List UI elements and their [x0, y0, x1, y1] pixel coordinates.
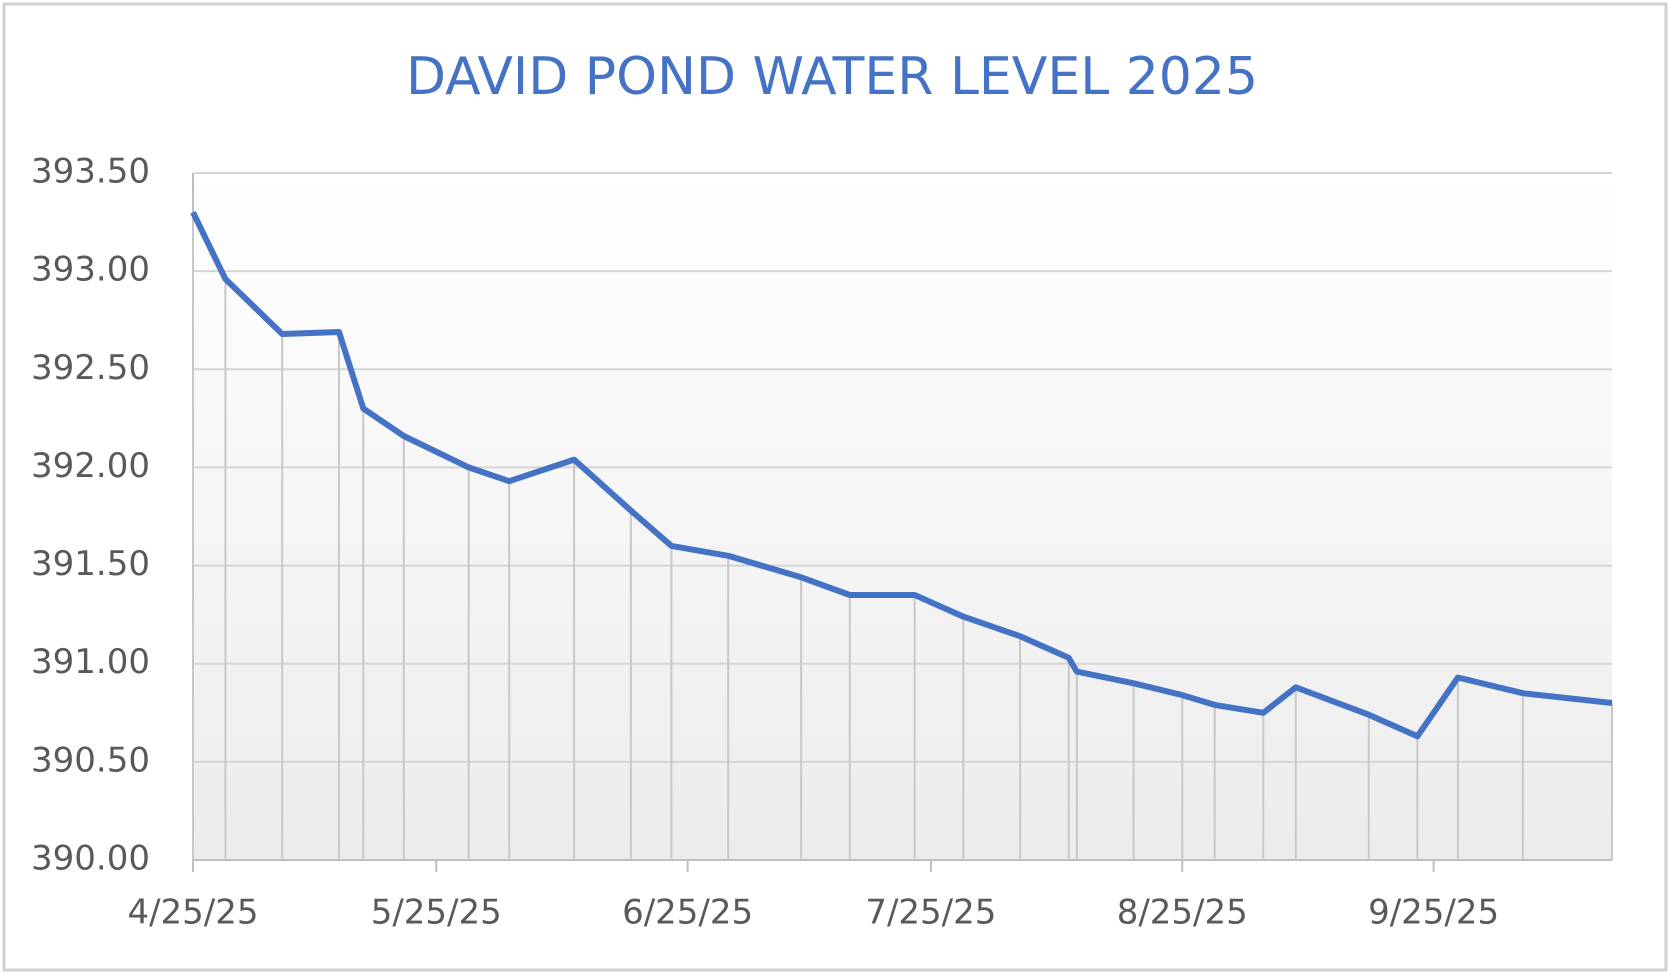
plot-area: [193, 173, 1612, 860]
chart-title: DAVID POND WATER LEVEL 2025: [406, 47, 1258, 107]
y-tick-label: 392.50: [31, 348, 150, 388]
x-tick-label: 8/25/25: [1117, 893, 1248, 933]
x-tick-label: 7/25/25: [865, 893, 996, 933]
y-tick-label: 393.50: [31, 152, 150, 192]
x-tick-label: 6/25/25: [622, 893, 753, 933]
y-tick-label: 392.00: [31, 446, 150, 486]
y-tick-label: 390.50: [31, 740, 150, 780]
x-tick-label: 9/25/25: [1368, 893, 1499, 933]
y-tick-label: 391.00: [31, 642, 150, 682]
series-line: [190, 210, 1613, 740]
y-tick-label: 391.50: [31, 544, 150, 584]
x-tick-label: 5/25/25: [371, 893, 502, 933]
y-tick-label: 390.00: [31, 839, 150, 879]
x-tick-label: 4/25/25: [127, 893, 258, 933]
y-tick-label: 393.00: [31, 250, 150, 290]
